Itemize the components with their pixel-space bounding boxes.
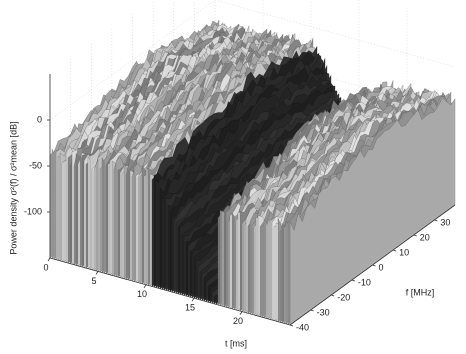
y-tick-label: -10: [358, 277, 371, 287]
y-tick-label: 30: [440, 217, 450, 227]
z-axis-label: Power density σ²(f) / σ²mean [dB]: [8, 121, 18, 254]
y-tick-label: -30: [317, 307, 330, 317]
y-tick: [331, 294, 335, 297]
x-tick-label: 10: [137, 289, 147, 299]
y-tick-label: -20: [337, 292, 350, 302]
y-tick: [351, 279, 356, 282]
y-tick: [372, 264, 376, 267]
x-axis-label: t [ms]: [225, 338, 247, 348]
grid-line: [214, 0, 456, 68]
x-tick: [191, 297, 195, 302]
y-tick: [289, 324, 294, 327]
surface: [49, 20, 456, 326]
x-tick-label: 0: [43, 262, 48, 272]
x-tick: [47, 257, 51, 262]
surface-slice: [289, 97, 456, 326]
x-tick-label: 15: [185, 303, 195, 313]
y-tick: [392, 249, 397, 252]
x-tick: [239, 311, 243, 315]
y-tick: [413, 234, 417, 237]
y-tick: [310, 309, 314, 312]
y-tick-label: 10: [399, 247, 409, 257]
x-tick-label: 20: [233, 316, 243, 326]
z-tick-label: 0: [37, 114, 42, 124]
y-tick-label: 0: [379, 262, 384, 272]
grid-line: [49, 0, 216, 121]
x-tick: [143, 284, 147, 289]
z-tick-label: -100: [24, 206, 42, 216]
x-axis: [49, 257, 291, 326]
z-tick-label: -50: [29, 160, 42, 170]
y-tick: [434, 219, 438, 222]
x-tick-label: 5: [91, 276, 96, 286]
y-tick-label: -40: [296, 322, 309, 332]
y-tick-label: 20: [420, 232, 430, 242]
x-tick: [95, 271, 99, 275]
y-axis-label: f [MHz]: [406, 287, 435, 297]
